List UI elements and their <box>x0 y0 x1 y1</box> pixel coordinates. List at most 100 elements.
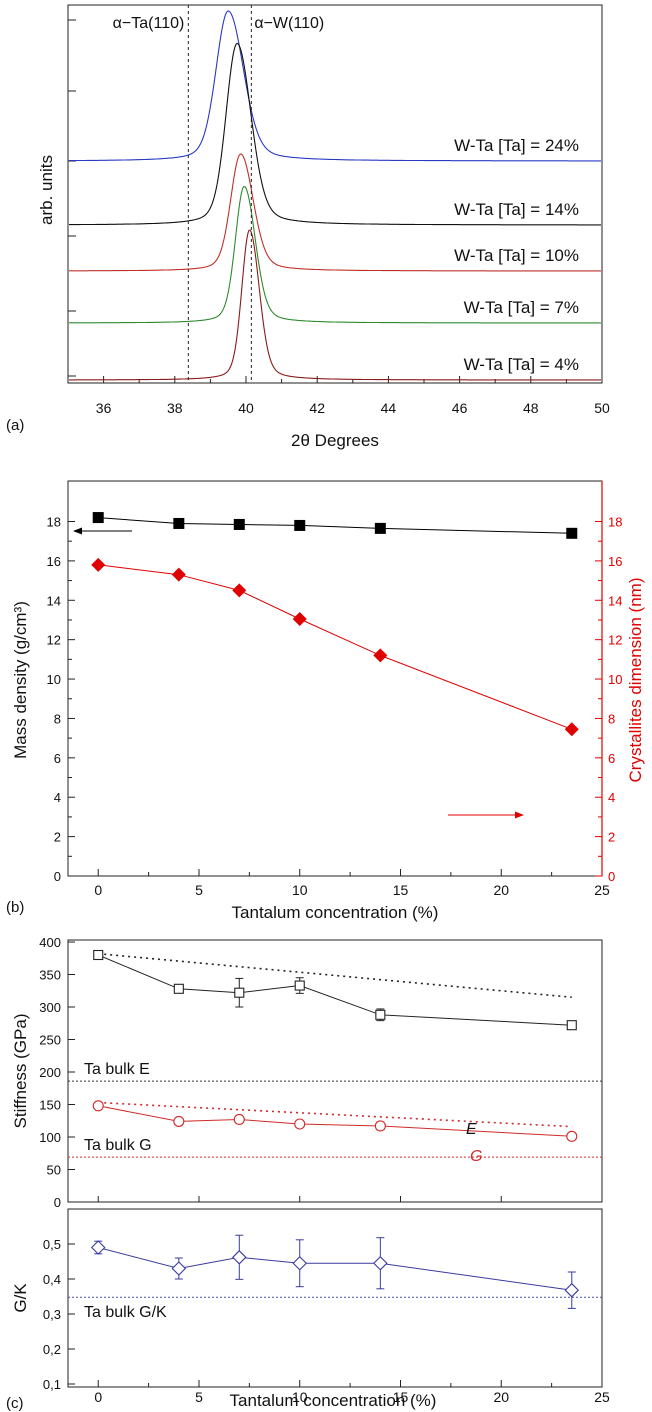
crystallite-point <box>232 583 247 598</box>
panel-b-chart: 0 5 10 15 20 25024681012141618024681012141618… <box>6 480 645 922</box>
series-label-e: E <box>466 1121 477 1138</box>
panel-a-xtick-label: 36 <box>96 400 112 416</box>
panel-c-bottom-ytick-label: 0,4 <box>43 1272 61 1287</box>
crystallite-point <box>171 567 186 582</box>
panel-b-ytick-right-label: 16 <box>608 554 622 569</box>
panel-b-ytick-left-label: 14 <box>47 593 61 608</box>
panel-c-bottom-xtick-label: 15 <box>393 1389 409 1405</box>
left-axis-arrowhead <box>73 527 82 535</box>
panel-b-ytick-right-label: 18 <box>608 515 622 530</box>
panel-b-frame <box>67 480 603 877</box>
panel-c-bottom-xtick-label: 5 <box>195 1389 203 1405</box>
panel-a-trace-2 <box>69 153 601 272</box>
panel-b-ytick-right-label: 8 <box>608 711 615 726</box>
panel-c-line-0 <box>98 954 572 1026</box>
panel-c-bottom-ytick-label: 0,3 <box>43 1307 61 1322</box>
crystallite-point <box>564 722 579 737</box>
panel-c-top-ytick-label: 150 <box>39 1098 61 1113</box>
panel-a-trace-0 <box>69 10 601 162</box>
panel-c-trend-1 <box>98 1101 572 1128</box>
panel-a-xtick-label: 44 <box>381 400 397 416</box>
panel-c-top-ytick-label: 350 <box>39 968 61 983</box>
gk-point <box>373 1255 388 1271</box>
stiffness-e-point <box>234 987 245 998</box>
panel-b-xtick-label: 25 <box>594 882 610 898</box>
panel-a-xtick-label: 38 <box>167 400 183 416</box>
stiffness-e-point <box>375 1009 386 1020</box>
panel-c-xlabel: Tantalum concentration (%) <box>230 1391 437 1410</box>
panel-a-xtick-label: 42 <box>309 400 325 416</box>
panel-b-ytick-left-label: 10 <box>47 672 61 687</box>
panel-b-ylabel-right: Crystallites dimension (nm) <box>626 578 645 783</box>
panel-b-ytick-left-label: 18 <box>47 515 61 530</box>
panel-b-ytick-left-label: 0 <box>54 869 61 884</box>
panel-a-trace-label: W-Ta [Ta] = 7% <box>464 298 579 317</box>
panel-a-letter: (a) <box>6 417 24 434</box>
panel-a-trace-label: W-Ta [Ta] = 4% <box>464 355 579 374</box>
panel-a-trace-label: W-Ta [Ta] = 24% <box>454 136 579 155</box>
panel-a-xtick-label: 48 <box>523 400 539 416</box>
panel-c-trend-0 <box>98 952 572 999</box>
panel-b-ytick-left-label: 4 <box>54 790 61 805</box>
panel-a-xtick-label: 46 <box>452 400 468 416</box>
panel-b-xtick-label: 5 <box>195 882 203 898</box>
panel-b-ytick-left-label: 12 <box>47 633 61 648</box>
panel-a-trace-1 <box>69 42 601 226</box>
panel-a-xtick-label: 40 <box>238 400 254 416</box>
panel-c-top-ytick-label: 50 <box>47 1163 61 1178</box>
stiffness-e-point <box>93 949 104 961</box>
panel-c-top-ytick-label: 100 <box>39 1130 61 1145</box>
panel-a-trace-3 <box>69 185 601 324</box>
panel-b-xtick-label: 20 <box>493 882 509 898</box>
panel-a-xlabel: 2θ Degrees <box>291 431 379 450</box>
mass-density-point <box>92 512 104 524</box>
panel-c-stiffness-chart: 0 50 100 150 200 250 300 350 400 Ta bulk E Ta bul… <box>11 935 603 1210</box>
crystallite-point <box>373 648 388 663</box>
stiffness-e-point <box>294 980 305 991</box>
panel-b-xtick-label: 10 <box>292 882 308 898</box>
crystallite-point <box>292 611 307 626</box>
panel-c-top-refline-label: Ta bulk E <box>84 1061 150 1078</box>
panel-a-frame <box>67 4 603 384</box>
panel-b-ytick-right-label: 0 <box>608 869 615 884</box>
stiffness-g-point <box>173 1115 185 1127</box>
stiffness-g-point <box>294 1118 306 1130</box>
panel-a-trace-4 <box>69 229 601 381</box>
panel-c-bottom-frame <box>67 1208 603 1388</box>
panel-b-line-1 <box>98 564 572 730</box>
panel-c-bottom-xtick-label: 20 <box>493 1389 509 1405</box>
panel-c-line-1 <box>98 1105 572 1137</box>
gk-point <box>292 1255 308 1271</box>
gk-point <box>232 1250 247 1265</box>
panel-c-top-ylabel: Stiffness (GPa) <box>11 1014 30 1129</box>
gk-point <box>171 1261 187 1276</box>
panel-c-top-frame <box>67 939 603 1203</box>
panel-c-bottom-ylabel: G/K <box>11 1283 30 1313</box>
stiffness-e-point <box>566 1020 577 1031</box>
stiffness-g-point <box>374 1120 386 1132</box>
panel-c-top-ytick-label: 400 <box>39 935 61 950</box>
panel-b-ytick-right-label: 4 <box>608 790 615 805</box>
gk-point <box>564 1282 580 1298</box>
panel-b-ytick-left-label: 6 <box>54 751 61 766</box>
gk-line <box>98 1247 572 1291</box>
panel-b-ytick-left-label: 2 <box>54 830 61 845</box>
panel-b-xtick-label: 15 <box>393 882 409 898</box>
panel-b-ytick-left-label: 8 <box>54 711 61 726</box>
panel-b-ylabel-left: Mass density (g/cm³) <box>11 601 30 759</box>
panel-a-ylabel: arb. units <box>37 155 56 225</box>
panel-c-top-ytick-label: 200 <box>39 1065 61 1080</box>
panel-b-ytick-right-label: 2 <box>608 830 615 845</box>
panel-a-chart: 36 38 40 42 44 46 48 50 α−Ta(110) α−W(110) W-Ta … <box>6 4 610 450</box>
panel-c-bottom-ytick-label: 0,2 <box>43 1342 61 1357</box>
panel-c-top-refline-label: Ta bulk G <box>84 1137 152 1154</box>
panel-b-ytick-left-label: 16 <box>47 554 61 569</box>
panel-c-bottom-xtick-label: 10 <box>292 1389 308 1405</box>
panel-b-xlabel: Tantalum concentration (%) <box>232 903 439 922</box>
panel-c-bottom-ytick-label: 0,5 <box>43 1237 61 1252</box>
series-label-g: G <box>470 1148 482 1165</box>
panel-c-bottom-xtick-label: 25 <box>594 1389 610 1405</box>
panel-c-bottom-ytick-label: 0,1 <box>43 1377 61 1392</box>
panel-c-bottom-xtick-label: 0 <box>94 1389 102 1405</box>
